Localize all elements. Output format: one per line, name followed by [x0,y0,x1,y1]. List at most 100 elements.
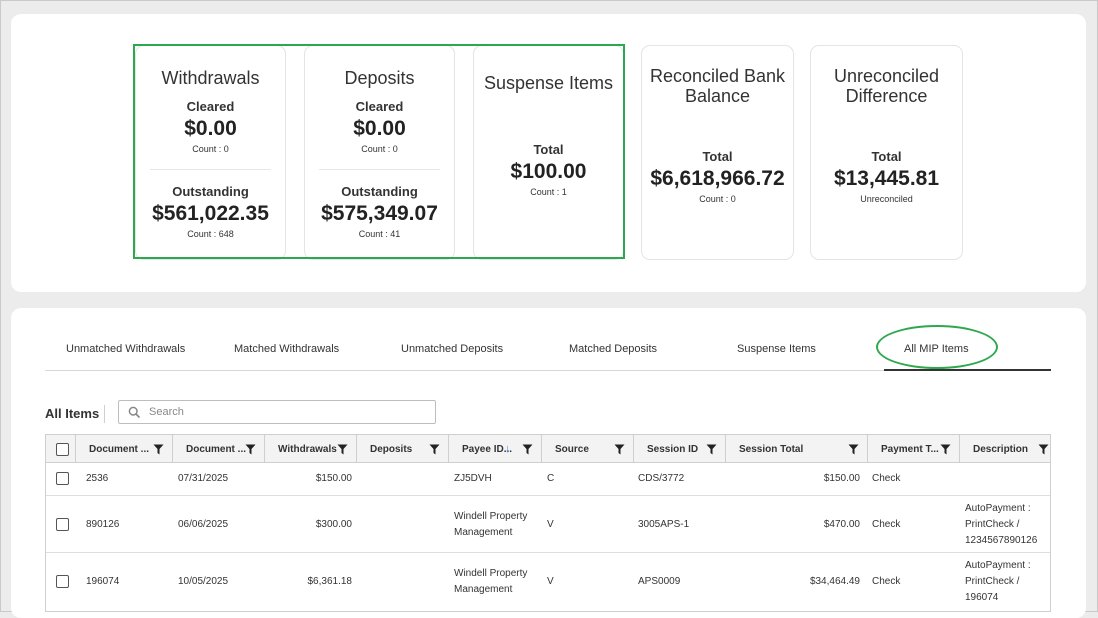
grid-header: Document ... Document ... Withdrawals De… [46,435,1050,463]
tab-matched-withdrawals[interactable]: Matched Withdrawals [234,343,340,355]
reconciled-count: Count : 0 [699,194,736,204]
header-document-date[interactable]: Document ... [173,435,265,462]
table-row[interactable]: 2536 07/31/2025 $150.00 ZJ5DVH C CDS/377… [46,462,1050,496]
header-label: Session Total [739,444,804,455]
header-deposits[interactable]: Deposits [357,435,449,462]
tab-matched-deposits[interactable]: Matched Deposits [569,343,658,355]
deposits-outstanding-count: Count : 41 [358,229,401,239]
filter-icon[interactable] [614,442,625,460]
cell-description-line2: PrintCheck / [965,576,1020,587]
search-box[interactable] [118,400,436,424]
cell-description: AutoPayment : [965,503,1031,514]
highlight-box [133,44,625,259]
cell-session-id: 3005APS-1 [638,519,690,530]
filter-icon[interactable] [940,442,951,460]
tab-bar-divider [45,370,1051,371]
header-withdrawals[interactable]: Withdrawals [265,435,357,462]
tab-unmatched-withdrawals[interactable]: Unmatched Withdrawals [66,343,186,355]
cell-source: V [547,519,554,530]
header-label: Deposits [370,444,413,455]
heading-separator [104,405,105,423]
tab-unmatched-deposits[interactable]: Unmatched Deposits [401,343,504,355]
filter-icon[interactable] [522,442,533,460]
header-document-number[interactable]: Document ... [76,435,173,462]
deposits-outstanding-label: Outstanding [341,184,418,199]
search-input[interactable] [149,404,429,420]
card-divider [150,169,271,170]
header-session-total[interactable]: Session Total [726,435,868,462]
cell-payee-id: Windell Property [454,511,528,522]
suspense-total-label: Total [533,142,564,157]
cell-payment-type: Check [872,576,901,587]
header-payment-type[interactable]: Payment T... [868,435,960,462]
select-all-checkbox[interactable] [56,443,69,456]
filter-icon[interactable] [337,442,348,460]
reconciled-title-line1: Reconciled Bank [649,66,786,86]
cell-session-total: $34,464.49 [809,576,860,587]
header-session-id[interactable]: Session ID [634,435,726,462]
cell-session-total: $470.00 [823,519,860,530]
cell-payee-id-line2: Management [454,584,513,595]
search-icon [128,406,141,424]
withdrawals-card: Withdrawals Cleared $0.00 Count : 0 Outs… [135,45,286,260]
cell-payee-id: ZJ5DVH [454,473,492,484]
tab-suspense-items[interactable]: Suspense Items [737,343,816,355]
deposits-cleared-count: Count : 0 [361,144,398,154]
cell-payment-type: Check [872,519,901,530]
unreconciled-sub: Unreconciled [860,194,913,204]
cell-document-date: 06/06/2025 [178,519,229,530]
deposits-title: Deposits [344,68,415,88]
unreconciled-total-label: Total [871,149,902,164]
reconciled-total-label: Total [702,149,733,164]
row-checkbox[interactable] [56,575,69,588]
card-divider [319,169,440,170]
withdrawals-cleared-label: Cleared [186,99,235,114]
deposits-cleared-amount: $0.00 [353,117,406,140]
deposits-card: Deposits Cleared $0.00 Count : 0 Outstan… [304,45,455,260]
cell-document-date: 10/05/2025 [178,576,229,587]
cell-description-line3: 1234567890126 [965,535,1038,546]
filter-icon[interactable] [1038,442,1049,460]
header-source[interactable]: Source [542,435,634,462]
unreconciled-title-line1: Unreconciled [833,66,940,86]
withdrawals-outstanding-count: Count : 648 [187,229,234,239]
cell-session-id: APS0009 [638,576,681,587]
filter-icon[interactable] [706,442,717,460]
section-heading: All Items [45,406,100,421]
cell-description: AutoPayment : [965,560,1031,571]
cell-document-number: 890126 [86,519,120,530]
withdrawals-title: Withdrawals [161,68,260,88]
items-grid: Document ... Document ... Withdrawals De… [45,434,1051,612]
cell-session-id: CDS/3772 [638,473,685,484]
withdrawals-cleared-count: Count : 0 [192,144,229,154]
filter-icon[interactable] [848,442,859,460]
sort-desc-icon[interactable]: ↓ [505,443,511,455]
filter-icon[interactable] [429,442,440,460]
row-checkbox[interactable] [56,518,69,531]
header-label: Document ... [186,444,247,455]
cell-description-line3: 196074 [965,592,999,603]
cell-document-number: 196074 [86,576,120,587]
row-checkbox[interactable] [56,472,69,485]
filter-icon[interactable] [153,442,164,460]
cell-payment-type: Check [872,473,901,484]
withdrawals-cleared-amount: $0.00 [184,117,237,140]
header-label: Source [555,444,589,455]
cell-withdrawals: $300.00 [315,519,352,530]
cell-withdrawals: $150.00 [315,473,352,484]
header-label: Document ... [89,444,150,455]
header-label: Withdrawals [278,444,337,455]
cell-source: C [547,473,555,484]
header-label: Description [973,444,1029,455]
cell-payee-id: Windell Property [454,568,528,579]
filter-icon[interactable] [245,442,256,460]
header-payee-id[interactable]: Payee ID... ↓ [449,435,542,462]
unreconciled-card: Unreconciled Difference Total $13,445.81… [810,45,963,260]
withdrawals-outstanding-amount: $561,022.35 [152,202,269,225]
table-row[interactable]: 196074 10/05/2025 $6,361.18 Windell Prop… [46,553,1050,611]
header-description[interactable]: Description [960,435,1050,462]
deposits-outstanding-amount: $575,349.07 [321,202,438,225]
table-row[interactable]: 890126 06/06/2025 $300.00 Windell Proper… [46,496,1050,553]
header-select-cell [46,435,76,462]
suspense-total-amount: $100.00 [510,160,587,183]
